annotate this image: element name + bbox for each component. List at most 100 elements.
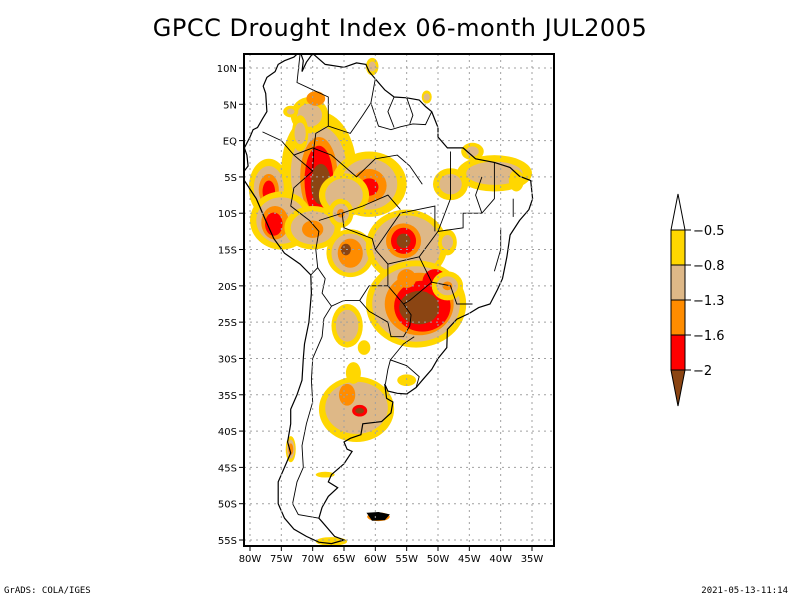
drought-area [421,90,432,104]
drought-area [345,362,361,384]
country-border [317,212,389,307]
country-border [406,97,414,125]
country-border [418,231,473,305]
colorbar-label: −0.5 [693,224,725,239]
colorbar-below-triangle [670,369,686,407]
country-border [290,170,320,276]
drought-area [508,169,524,192]
lat-tick-label: 25S [218,318,237,329]
country-border [262,131,313,172]
lon-tick-label: 50W [427,554,450,565]
timestamp: 2021-05-13-11:14 [701,586,788,596]
colorbar-segment [670,264,686,301]
lon-tick-label: 45W [458,554,481,565]
drought-contour-c3 [337,238,363,268]
lat-tick-label: 40S [218,427,237,438]
lon-tick-label: 40W [489,554,512,565]
plot-frame [243,53,555,547]
drought-area [431,271,464,301]
lat-tick-label: 5S [224,173,237,184]
country-border [390,336,415,361]
drought-contour-c1 [508,169,524,192]
chart-title: GPCC Drought Index 06-month JUL2005 [152,14,648,42]
drought-contour-c3 [397,269,417,289]
colorbar-label: −0.8 [693,259,725,274]
grid-lines [244,54,554,546]
lat-tick-label: 55S [218,536,237,547]
drought-contour-c1 [315,471,335,478]
drought-area [318,376,395,442]
drought-area [315,537,348,546]
drought-contour-c2 [368,61,376,72]
drought-area [357,340,371,355]
colorbar-segment [670,299,686,336]
lat-tick-label: EQ [223,137,237,148]
colorbar-label: −1.3 [693,294,725,309]
lat-tick-label: 10N [217,64,237,75]
drought-area [461,142,484,161]
lon-tick-label: 80W [239,554,262,565]
lon-tick-label: 60W [364,554,387,565]
country-border [475,176,483,214]
lat-tick-label: 45S [218,463,237,474]
falkland-islands [366,511,390,521]
drought-area [326,229,375,278]
colorbar-segment [670,334,686,371]
country-border [293,147,423,185]
drought-area [438,229,457,256]
lon-tick-label: 70W [301,554,324,565]
lat-axis: 10N 5N EQ 5S 10S 15S 20S 25S 30S 35S 40S 45S 50S 55S [217,64,244,547]
drought-contour-c2 [286,108,295,115]
drought-contour-c1 [397,374,417,387]
lat-tick-label: 10S [218,209,237,220]
drought-contour-c1 [345,362,361,384]
drought-area [291,115,309,152]
drought-contour-c3 [288,443,294,456]
drought-area [365,57,379,76]
country-border [374,205,436,250]
drought-contour-c1 [315,537,348,546]
lat-tick-label: 30S [218,354,237,365]
drought-area [331,304,363,348]
colorbar-above-triangle [670,193,686,231]
drought-contour-c2 [294,122,306,145]
country-border [359,285,412,338]
lon-tick-label: 55W [395,554,418,565]
drought-area [283,105,299,118]
country-border [328,102,372,134]
country-border [387,256,420,265]
drought-contour-below [396,233,411,249]
lat-tick-label: 50S [218,500,237,511]
lat-tick-label: 20S [218,282,237,293]
country-border [384,359,420,388]
drought-area [315,471,335,478]
drought-contour-c1 [357,340,371,355]
drought-area [397,374,417,387]
drought-contour-below [399,290,440,325]
colorbar-segment [670,229,686,266]
drought-contour-below [355,407,365,414]
drought-contour-c2 [441,235,454,250]
colorbar-label: −1.6 [693,329,725,344]
country-border [437,151,495,232]
country-border [341,194,401,214]
drought-contour-c2 [335,309,359,342]
drought-contour-c3 [306,91,326,106]
drought-fields [248,57,532,546]
country-border [370,78,433,131]
drought-contour-below [340,243,351,256]
lat-tick-label: 5N [223,100,237,111]
lon-tick-label: 35W [521,554,544,565]
drought-contour-c2 [423,93,430,101]
lon-axis: 80W 75W 70W 65W 60W 55W 50W 45W 40W 35W [239,546,544,565]
drought-contour-c3 [442,281,453,291]
lon-tick-label: 75W [270,554,293,565]
colorbar-label: −2 [693,364,712,379]
country-border [387,96,395,128]
country-border [403,281,432,305]
lon-tick-label: 65W [333,554,356,565]
lat-tick-label: 15S [218,246,237,257]
lat-tick-label: 35S [218,391,237,402]
country-border [296,54,329,172]
